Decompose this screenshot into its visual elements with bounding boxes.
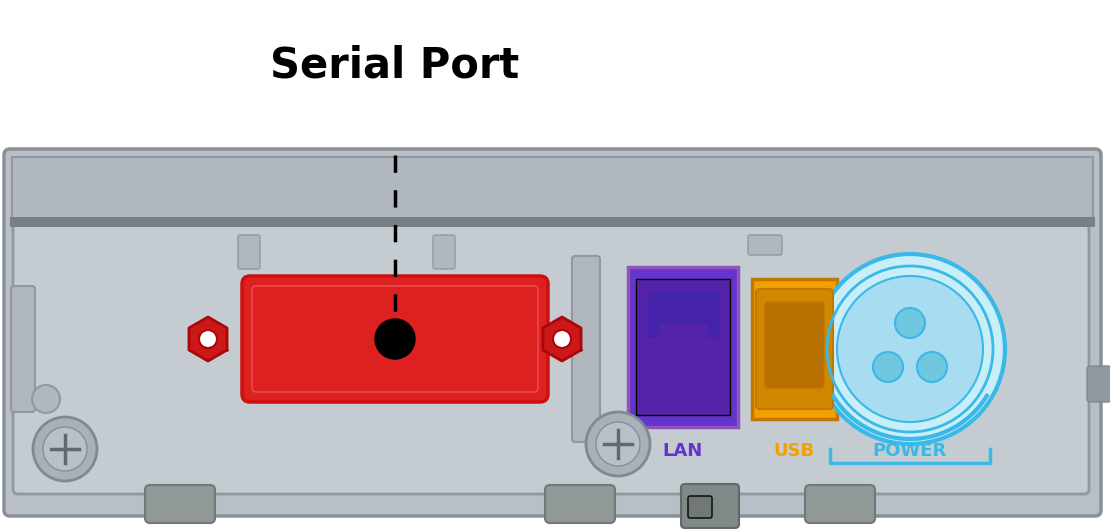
Text: POWER: POWER bbox=[872, 442, 947, 460]
FancyBboxPatch shape bbox=[242, 276, 548, 402]
FancyBboxPatch shape bbox=[628, 267, 738, 427]
FancyBboxPatch shape bbox=[11, 286, 36, 412]
Circle shape bbox=[837, 276, 983, 422]
Circle shape bbox=[199, 330, 216, 348]
Circle shape bbox=[43, 427, 87, 471]
FancyBboxPatch shape bbox=[756, 289, 832, 409]
FancyBboxPatch shape bbox=[688, 496, 712, 518]
Circle shape bbox=[596, 422, 640, 466]
Circle shape bbox=[33, 417, 97, 481]
FancyBboxPatch shape bbox=[545, 485, 615, 523]
Polygon shape bbox=[648, 292, 718, 337]
FancyBboxPatch shape bbox=[13, 224, 1089, 494]
Bar bbox=[10, 217, 1094, 227]
Circle shape bbox=[872, 352, 904, 382]
FancyBboxPatch shape bbox=[145, 485, 215, 523]
FancyBboxPatch shape bbox=[636, 279, 730, 415]
FancyBboxPatch shape bbox=[1087, 366, 1110, 402]
Circle shape bbox=[917, 352, 947, 382]
FancyBboxPatch shape bbox=[805, 485, 875, 523]
Text: Serial Port: Serial Port bbox=[271, 44, 519, 86]
FancyBboxPatch shape bbox=[572, 256, 601, 442]
Polygon shape bbox=[189, 317, 228, 361]
Circle shape bbox=[32, 385, 60, 413]
FancyBboxPatch shape bbox=[238, 235, 260, 269]
Text: USB: USB bbox=[774, 442, 815, 460]
Circle shape bbox=[895, 308, 925, 338]
Circle shape bbox=[553, 330, 571, 348]
FancyBboxPatch shape bbox=[748, 235, 783, 255]
Polygon shape bbox=[543, 317, 581, 361]
Text: LAN: LAN bbox=[663, 442, 703, 460]
FancyBboxPatch shape bbox=[765, 302, 824, 388]
FancyBboxPatch shape bbox=[4, 149, 1101, 516]
Bar bbox=[12, 157, 1093, 219]
FancyBboxPatch shape bbox=[751, 279, 837, 419]
Circle shape bbox=[815, 254, 1005, 444]
Circle shape bbox=[375, 319, 415, 359]
FancyBboxPatch shape bbox=[433, 235, 455, 269]
FancyBboxPatch shape bbox=[682, 484, 739, 528]
Circle shape bbox=[586, 412, 650, 476]
